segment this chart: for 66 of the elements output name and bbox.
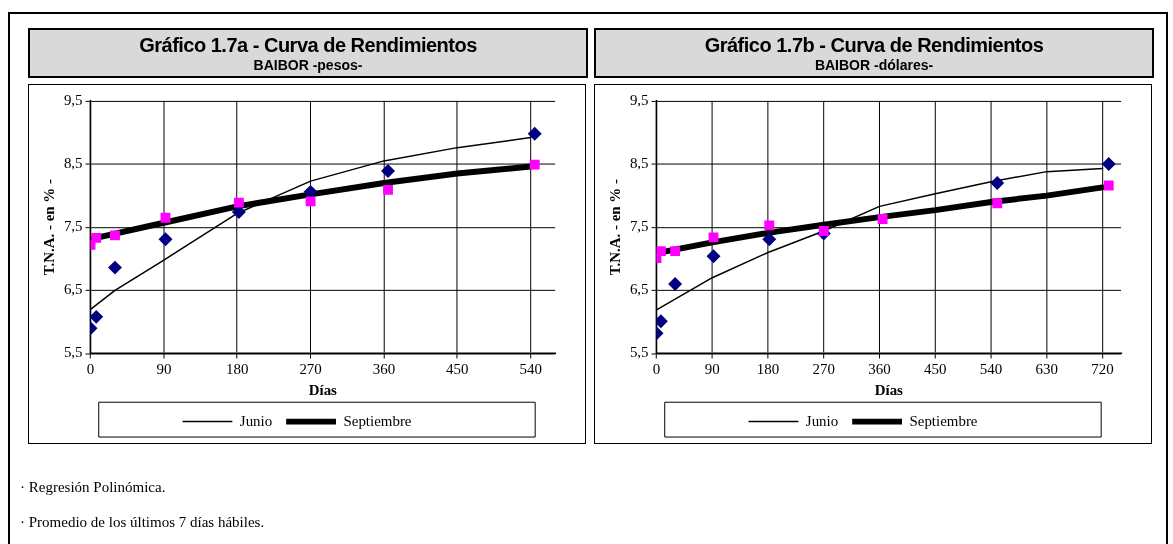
point	[110, 230, 120, 241]
x-tick-label: 270	[812, 361, 835, 378]
point	[1103, 180, 1114, 191]
y-tick-label: 9,5	[63, 91, 83, 108]
point	[708, 232, 719, 243]
text: · Promedio de los últimos 7 días hábiles.	[20, 513, 265, 532]
x-tick-label: 90	[704, 361, 720, 378]
point	[992, 198, 1003, 209]
point	[91, 233, 102, 243]
x-tick-label: 0	[652, 361, 661, 378]
chart-title: Gráfico 1.7b - Curva de Rendimientos	[703, 33, 1045, 57]
point	[990, 176, 1005, 190]
point	[305, 196, 316, 207]
point	[527, 126, 542, 141]
x-tick-label: 450	[446, 361, 469, 378]
x-axis-title: Días	[874, 382, 904, 399]
legend-label: Junio	[805, 412, 839, 429]
y-tick-label: 7,5	[629, 218, 649, 235]
point	[818, 226, 829, 236]
point	[762, 232, 777, 247]
point	[158, 232, 173, 247]
x-tick-label: 630	[1035, 361, 1058, 378]
y-tick-label: 8,5	[629, 154, 649, 171]
point	[764, 220, 775, 231]
y-tick-label: 5,5	[63, 344, 83, 361]
y-tick-label: 5,5	[629, 344, 649, 361]
point	[108, 260, 122, 275]
y-axis-title: T.N.A. - en % -	[40, 179, 57, 276]
y-tick-label: 7,5	[63, 218, 83, 235]
point	[231, 205, 246, 220]
x-tick-label: 540	[979, 361, 1003, 378]
x-tick-label: 720	[1091, 361, 1114, 378]
x-tick-label: 90	[156, 361, 172, 378]
x-tick-label: 180	[226, 361, 249, 378]
legend-label: Septiembre	[343, 412, 412, 429]
y-tick-label: 8,5	[63, 154, 83, 171]
y-tick-label: 6,5	[629, 281, 649, 298]
x-tick-label: 360	[868, 361, 891, 378]
point	[90, 309, 104, 324]
point	[706, 249, 721, 264]
legend-label: Septiembre	[909, 412, 978, 429]
chart-title: Gráfico 1.7a - Curva de Rendimientos	[138, 33, 478, 57]
point	[160, 212, 171, 223]
point	[877, 214, 888, 224]
x-tick-label: 0	[86, 361, 95, 378]
legend-label: Junio	[239, 412, 273, 429]
x-tick-label: 540	[519, 361, 542, 378]
y-axis-title: T.N.A. - en % -	[606, 179, 623, 276]
y-tick-label: 9,5	[629, 91, 649, 108]
x-tick-label: 180	[756, 361, 780, 378]
point	[383, 185, 393, 195]
point	[1101, 157, 1116, 172]
point	[529, 159, 540, 170]
x-axis-title: Días	[308, 382, 338, 399]
point	[233, 197, 244, 208]
text: · Regresión Polinómica.	[20, 478, 167, 497]
x-tick-label: 270	[299, 361, 322, 378]
chart-subtitle: BAIBOR -dólares-	[813, 57, 935, 73]
point	[303, 184, 318, 199]
x-tick-label: 450	[924, 361, 947, 378]
x-tick-label: 360	[372, 361, 396, 378]
point	[668, 277, 683, 291]
y-tick-label: 6,5	[63, 281, 83, 298]
point	[670, 246, 681, 257]
point	[656, 246, 666, 257]
chart-subtitle: BAIBOR -pesos-	[252, 57, 364, 73]
